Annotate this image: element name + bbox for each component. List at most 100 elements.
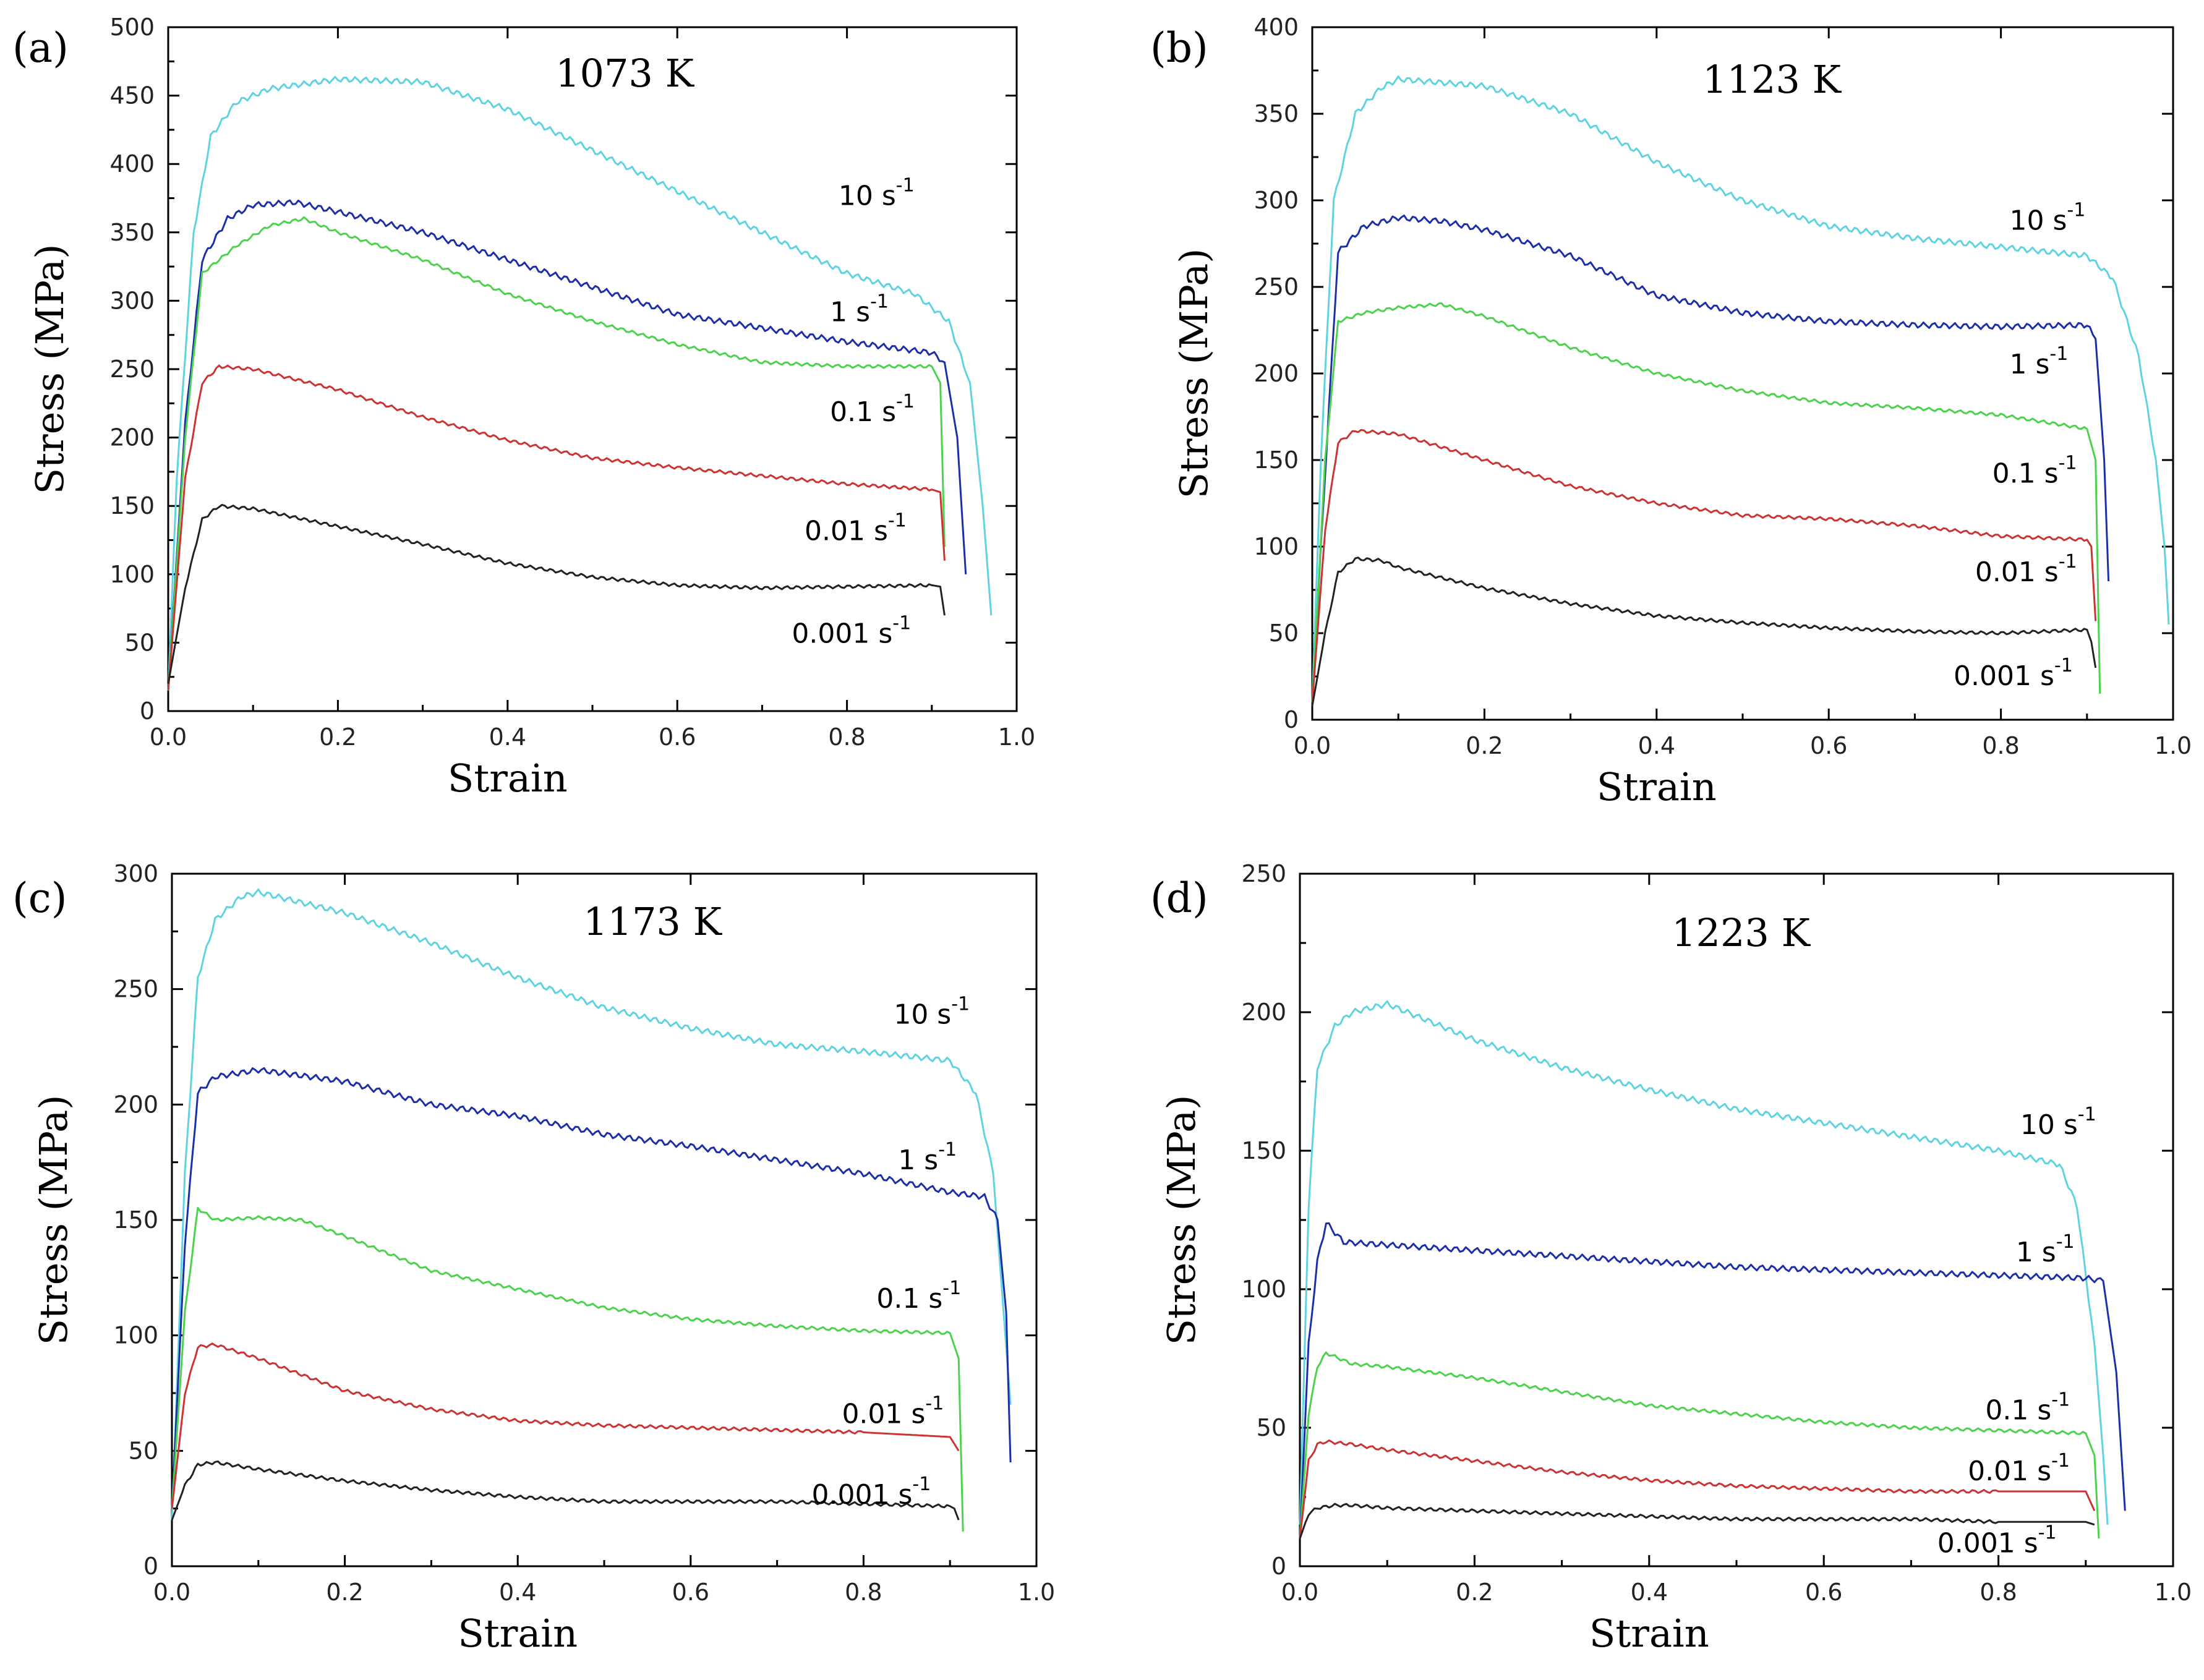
x-axis-title: Strain <box>1589 1611 1709 1656</box>
series-line-0-001-s-1 <box>1311 556 2097 706</box>
series-label: 0.001 s-1 <box>812 1473 931 1511</box>
series-label: 10 s-1 <box>839 175 915 212</box>
series-label-sup: -1 <box>2051 1389 2070 1411</box>
series-label: 0.01 s-1 <box>1975 551 2077 588</box>
series-line-0-01-s-1 <box>171 1342 960 1509</box>
series-label-sup: -1 <box>2078 1104 2096 1125</box>
series-line-0-01-s-1 <box>1311 429 2097 703</box>
x-tick-label: 0.8 <box>1982 732 2019 759</box>
x-axis-title: Strain <box>448 756 568 801</box>
y-tick-label: 400 <box>1254 14 1299 41</box>
chart-panel-4: 0.0 0.2 0.4 0.6 0.8 1.0 0 50 100 150 200 250 Strain S… <box>1150 860 2192 1656</box>
series-line-0-1-s-1 <box>1311 302 2101 703</box>
y-tick-label: 50 <box>125 629 155 656</box>
y-tick-label: 200 <box>113 1091 158 1118</box>
series-label: 0.01 s-1 <box>1968 1450 2070 1487</box>
panel-title: 1173 K <box>583 899 722 944</box>
x-tick-label: 0.0 <box>153 1579 190 1606</box>
series-label: 10 s-1 <box>2010 200 2086 237</box>
x-tick-label: 0.2 <box>319 723 356 751</box>
series-label-sup: -1 <box>896 391 915 412</box>
x-tick-label: 0.0 <box>1294 732 1331 759</box>
series-label-sup: -1 <box>870 291 889 313</box>
series-label-sup: -1 <box>942 1277 961 1299</box>
y-tick-label: 350 <box>1254 100 1299 127</box>
x-tick-label: 0.8 <box>828 723 865 751</box>
y-tick-label: 50 <box>1269 620 1299 647</box>
panel-label: (a) <box>12 24 69 72</box>
series-line-0-001-s-1 <box>1299 1503 2095 1539</box>
y-tick-label: 0 <box>1284 706 1299 733</box>
series-line-1-s-1 <box>171 1067 1012 1509</box>
y-tick-label: 350 <box>109 219 155 246</box>
series-label: 0.1 s-1 <box>876 1277 961 1315</box>
series-label-sup: -1 <box>938 1139 957 1161</box>
series-line-10-s-1 <box>167 75 993 691</box>
series-label: 1 s-1 <box>830 291 889 328</box>
y-tick-label: 250 <box>1254 273 1299 301</box>
x-tick-label: 0.0 <box>1281 1579 1318 1606</box>
y-axis-title: Stress (MPa) <box>27 244 72 495</box>
y-tick-label: 200 <box>109 424 155 451</box>
series-label-sup: -1 <box>2067 200 2085 221</box>
panel-title: 1073 K <box>555 51 694 96</box>
series-label-sup: -1 <box>951 994 970 1015</box>
y-tick-label: 150 <box>109 492 155 519</box>
series-label-sup: -1 <box>2051 1450 2070 1472</box>
x-tick-label: 0.4 <box>1631 1579 1668 1606</box>
series-label: 0.1 s-1 <box>830 391 915 428</box>
x-tick-label: 0.4 <box>489 723 526 751</box>
x-tick-label: 1.0 <box>2155 1579 2192 1606</box>
chart-panel-1: 0.0 0.2 0.4 0.6 0.8 1.0 0 50 100 150 200 250 300 350 4… <box>12 14 1035 801</box>
series-label-sup: -1 <box>892 612 911 634</box>
plot-frame <box>167 26 1018 712</box>
y-tick-label: 400 <box>109 150 155 177</box>
y-tick-label: 250 <box>113 976 158 1003</box>
x-tick-label: 0.0 <box>150 723 187 751</box>
series-line-10-s-1 <box>1311 75 2170 703</box>
series-line-10-s-1 <box>1299 1000 2109 1525</box>
x-tick-label: 0.6 <box>1805 1579 1842 1606</box>
y-tick-label: 100 <box>109 561 155 588</box>
y-tick-label: 500 <box>109 14 155 41</box>
x-tick-label: 0.6 <box>659 723 696 751</box>
series-line-0-1-s-1 <box>1299 1351 2100 1539</box>
y-tick-label: 150 <box>113 1206 158 1234</box>
panel-label: (b) <box>1150 24 1208 72</box>
y-tick-label: 0 <box>1271 1553 1286 1580</box>
x-tick-label: 0.2 <box>1456 1579 1493 1606</box>
series-label: 0.1 s-1 <box>1985 1389 2070 1426</box>
series-label-sup: -1 <box>2038 1522 2057 1544</box>
x-tick-label: 0.8 <box>1980 1579 2017 1606</box>
series-label: 0.001 s-1 <box>792 612 911 649</box>
series-label: 1 s-1 <box>898 1139 957 1176</box>
series-line-1-s-1 <box>1299 1222 2126 1539</box>
series-line-0-1-s-1 <box>171 1206 964 1532</box>
y-axis-title: Stress (MPa) <box>1171 249 1216 499</box>
series-label: 0.001 s-1 <box>1937 1522 2057 1559</box>
chart-panel-3: 0.0 0.2 0.4 0.6 0.8 1.0 0 50 100 150 200 250 300 Stra… <box>12 860 1055 1656</box>
x-tick-label: 0.4 <box>499 1579 536 1606</box>
series-label-sup: -1 <box>2049 343 2068 365</box>
series-label: 0.01 s-1 <box>842 1393 944 1430</box>
x-tick-label: 0.4 <box>1638 732 1675 759</box>
y-axis-title: Stress (MPa) <box>31 1095 76 1345</box>
x-tick-label: 1.0 <box>998 723 1035 751</box>
series-line-0-001-s-1 <box>171 1460 960 1520</box>
series-label: 0.01 s-1 <box>805 510 907 547</box>
x-tick-label: 0.8 <box>845 1579 882 1606</box>
series-label: 1 s-1 <box>2016 1231 2075 1268</box>
series-line-1-s-1 <box>167 199 967 691</box>
x-tick-label: 1.0 <box>2155 732 2192 759</box>
series-line-0-01-s-1 <box>167 364 946 691</box>
series-label: 1 s-1 <box>2010 343 2069 380</box>
series-label-sup: -1 <box>925 1393 944 1415</box>
y-tick-label: 100 <box>1241 1276 1286 1303</box>
series-label: 0.1 s-1 <box>1993 452 2077 489</box>
y-tick-label: 100 <box>113 1322 158 1349</box>
y-tick-label: 300 <box>1254 187 1299 214</box>
y-tick-label: 150 <box>1254 446 1299 474</box>
y-axis-title: Stress (MPa) <box>1159 1095 1204 1345</box>
panel-label: (d) <box>1150 874 1208 922</box>
